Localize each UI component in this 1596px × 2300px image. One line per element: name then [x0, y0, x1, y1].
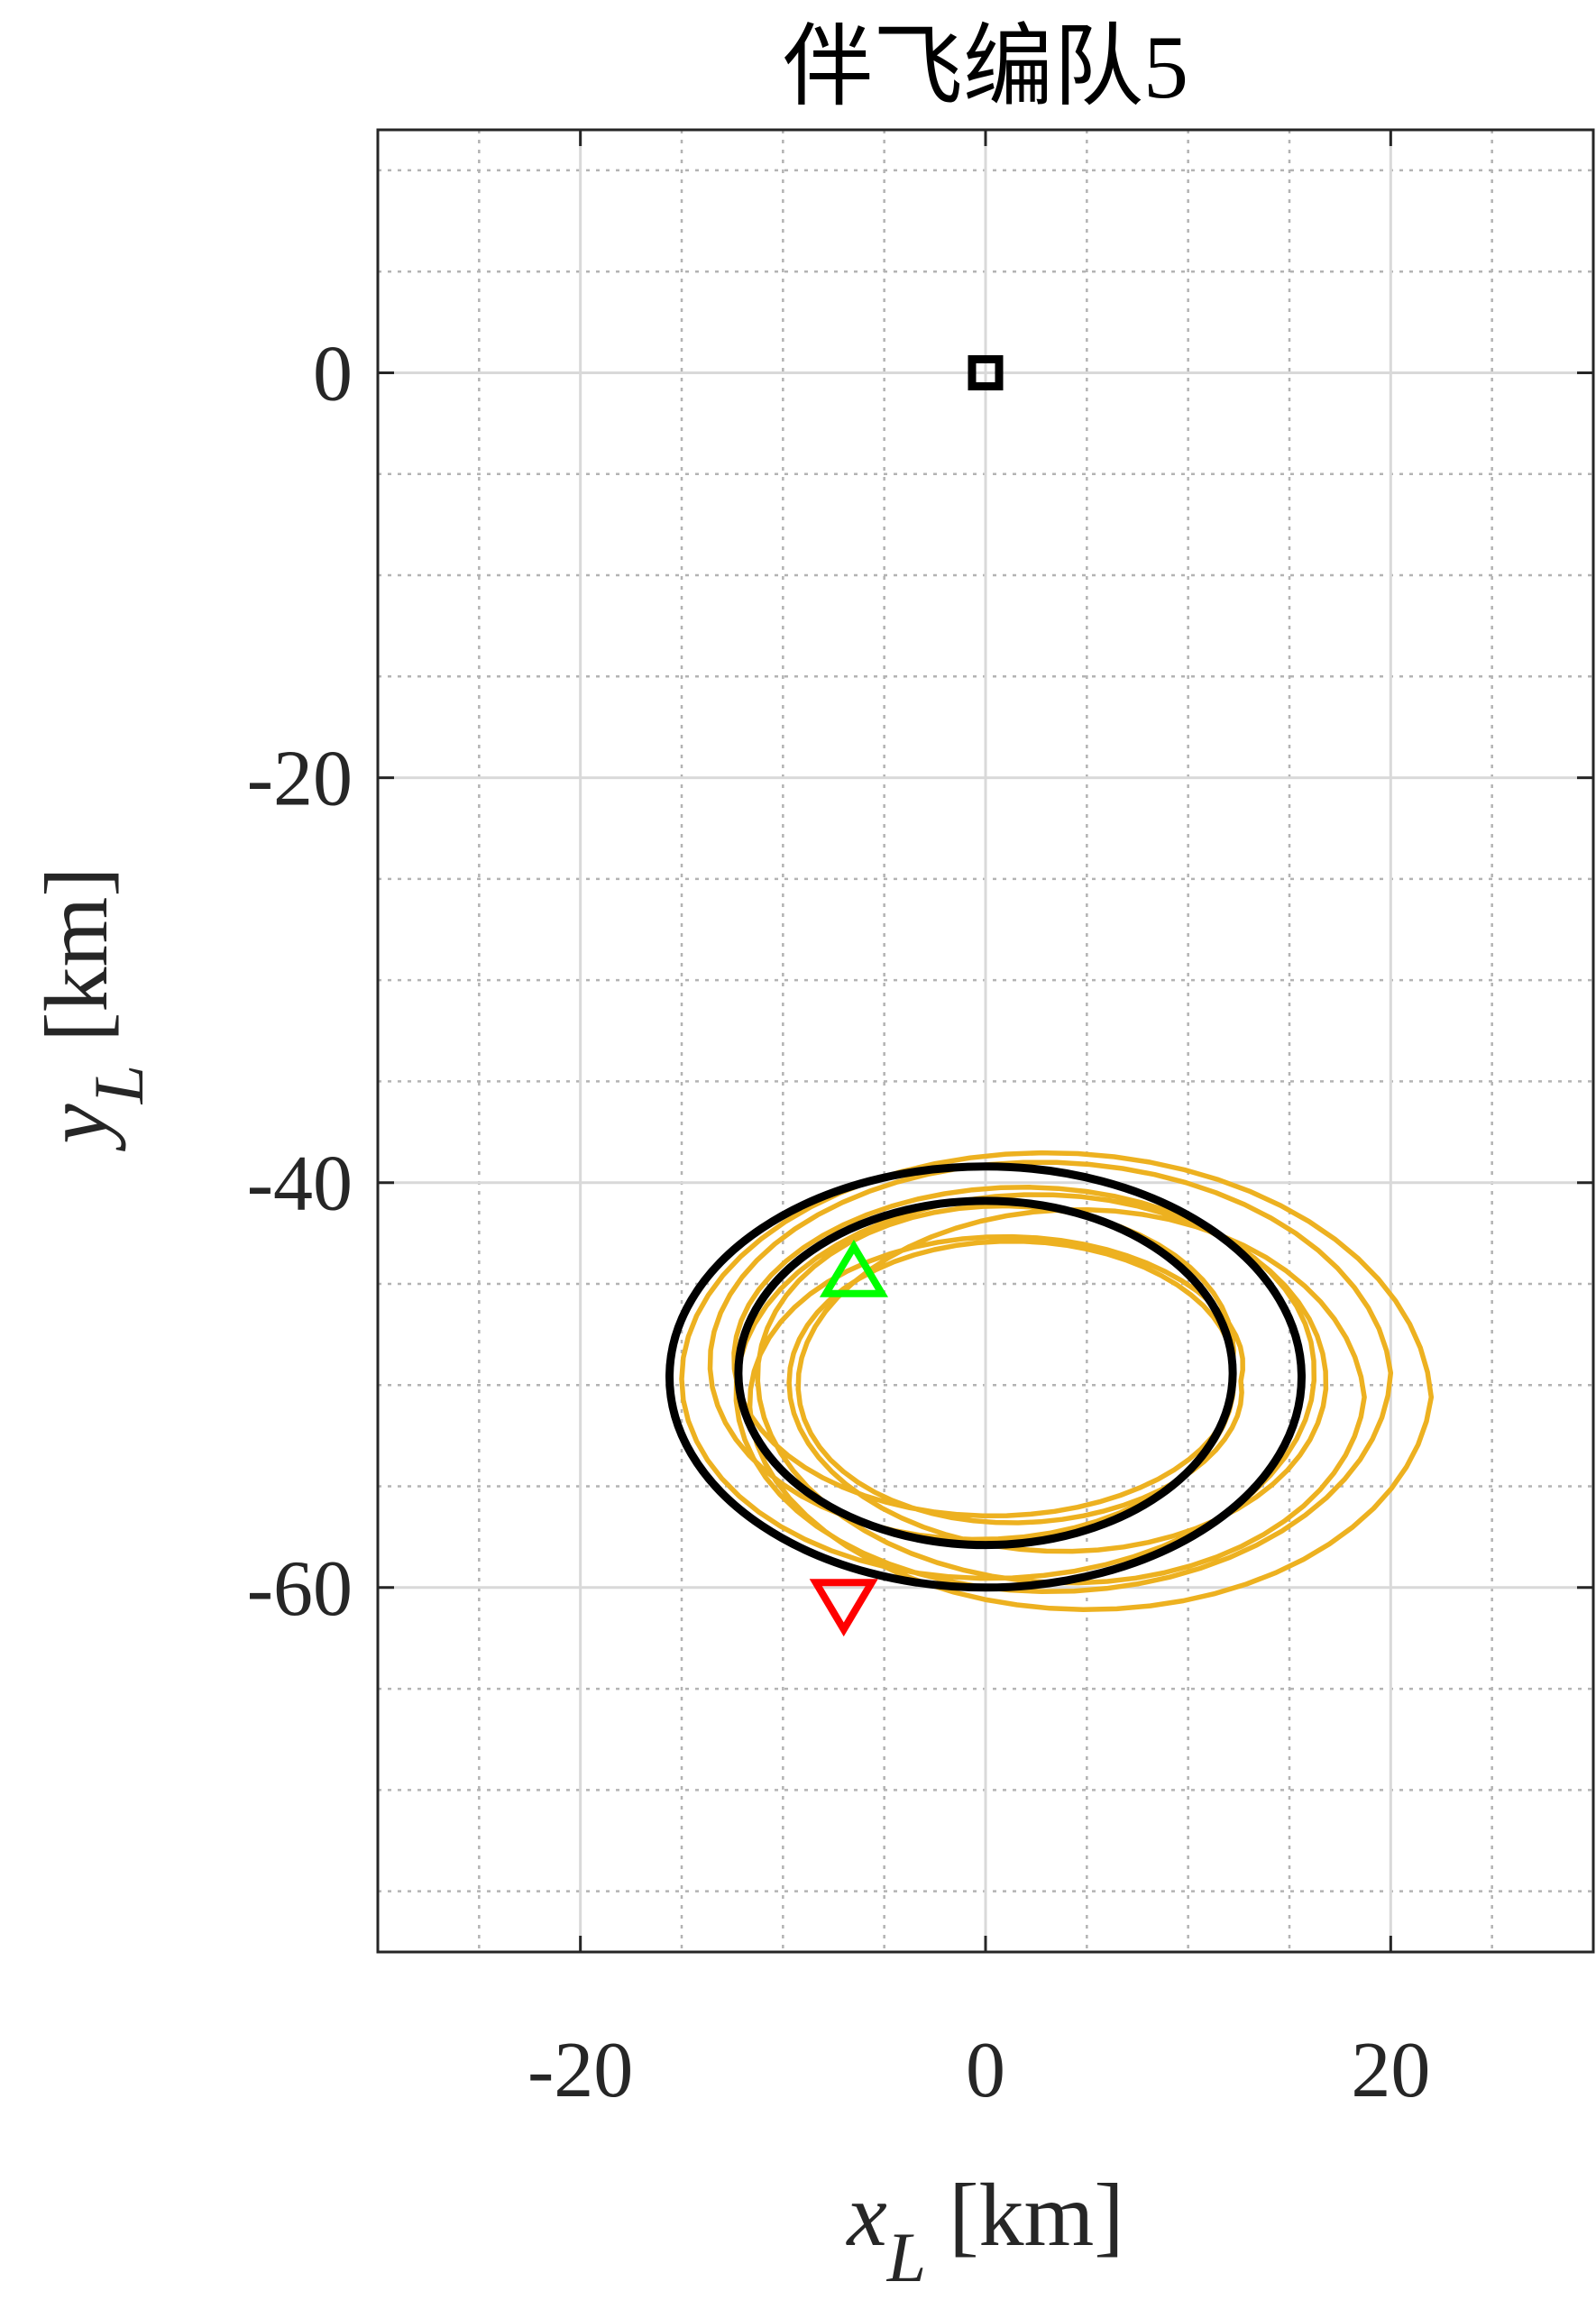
- chief-square-marker: [968, 354, 1004, 390]
- x-axis-label-main: x: [845, 2165, 886, 2265]
- reference-ellipse: [665, 1162, 1306, 1592]
- x-tick-labels: -20 0 20: [527, 2027, 1430, 2114]
- y-tick-label: -20: [247, 736, 353, 823]
- marker-layer: [809, 354, 1004, 1637]
- x-axis-label-unit: [km]: [926, 2165, 1124, 2265]
- y-axis-label: yL [km]: [26, 866, 158, 1151]
- x-axis-label: xL [km]: [845, 2165, 1124, 2296]
- plot-area: [376, 128, 1595, 1954]
- x-tick-label: -20: [527, 2027, 633, 2114]
- y-tick-label: -40: [247, 1141, 353, 1228]
- reference-ellipse: [734, 1196, 1237, 1550]
- y-tick-label: -60: [247, 1545, 353, 1633]
- y-tick-label: 0: [313, 330, 353, 417]
- x-tick-label: 20: [1351, 2027, 1430, 2114]
- y-axis-label-sub: L: [79, 1065, 158, 1104]
- x-axis-label-sub: L: [886, 2218, 926, 2296]
- y-axis-label-main: y: [26, 1104, 126, 1152]
- y-tick-labels: 0 -20 -40 -60: [247, 330, 353, 1632]
- series-layer: [665, 1150, 1435, 1613]
- x-tick-label: 0: [966, 2027, 1005, 2114]
- end-triangle-marker: [809, 1579, 878, 1637]
- trajectory-line: [679, 1150, 1435, 1613]
- start-triangle-marker: [819, 1239, 889, 1297]
- y-axis-label-unit: [km]: [26, 866, 126, 1064]
- tick-marks: [378, 130, 1593, 1952]
- chart-title: 伴飞编队5: [783, 17, 1188, 117]
